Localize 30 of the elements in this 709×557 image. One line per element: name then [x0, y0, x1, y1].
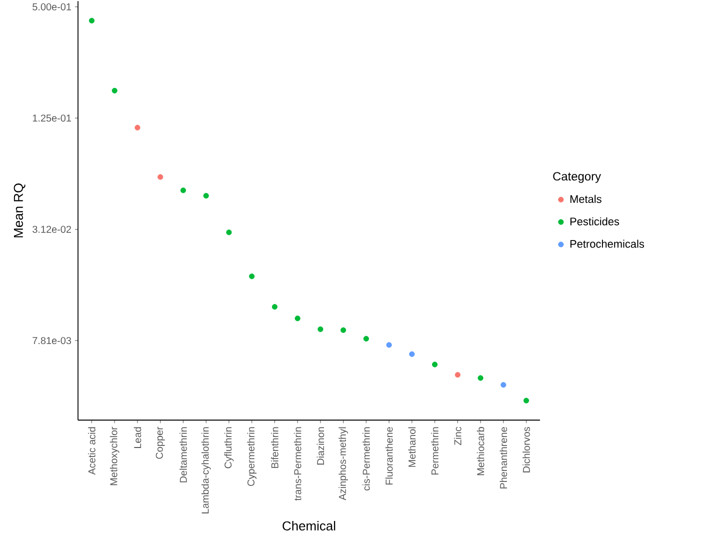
x-tick-label: Lead	[134, 427, 142, 448]
y-tick-label: 7.81e-03	[32, 337, 72, 344]
x-tick-label: Lambda-cyhalothrin	[201, 427, 211, 514]
legend-label: Petrochemicals	[570, 240, 644, 248]
x-tick-label: Bifenthrin	[271, 427, 278, 468]
x-tick-label: cis-Permethrin	[362, 427, 370, 490]
legend-label: Pesticides	[570, 217, 620, 226]
x-tick-label: Azinphos-methyl	[338, 427, 348, 500]
x-tick-label: trans-Permethrin	[294, 427, 302, 501]
x-tick-label: Dichlorvos	[522, 426, 530, 472]
x-tick-label: Methoxychlor	[110, 426, 120, 486]
x-tick-label: Phenanthrene	[500, 427, 508, 488]
x-tick-label: Fluoranthene	[385, 427, 393, 484]
x-tick-label: Methiocarb	[476, 427, 484, 476]
x-tick-label: Deltamethrin	[180, 427, 187, 482]
y-tick-label: 3.12e-02	[32, 226, 71, 233]
x-tick-label: Zinc	[454, 426, 462, 446]
x-tick-label: Copper	[156, 426, 165, 459]
y-tick-label: 1.25e-01	[32, 114, 71, 122]
y-tick-label: 5.00e-01	[32, 3, 71, 10]
legend-label: Metals	[570, 194, 602, 203]
legend-title: Category	[553, 172, 602, 183]
x-axis-title: Chemical	[282, 520, 336, 530]
x-tick-label: Permethrin	[431, 427, 438, 474]
x-tick-label: Cypermethrin	[247, 427, 256, 486]
x-tick-label: Cyfluthrin	[224, 427, 234, 468]
y-axis-title: Mean RQ	[14, 184, 26, 238]
x-tick-label: Methanol	[408, 427, 416, 467]
x-tick-label: Acetic acid	[88, 427, 96, 475]
x-tick-label: Diazinon	[316, 427, 324, 465]
